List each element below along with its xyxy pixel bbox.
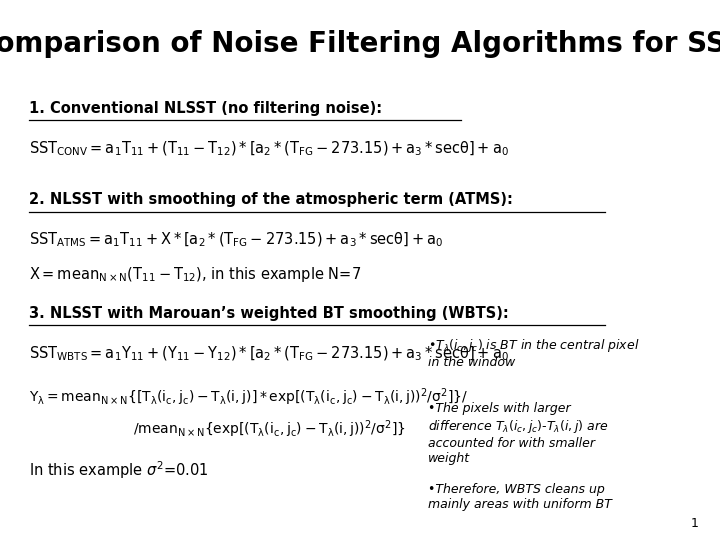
Text: $\mathrm{X=mean_{N\times N}(T_{11}-T_{12})}$, in this example N=7: $\mathrm{X=mean_{N\times N}(T_{11}-T_{12… — [29, 265, 361, 284]
Text: $\mathrm{/mean_{N\times N}\{exp[(T_\lambda(i_c,j_c)-T_\lambda(i,j))^2/\sigma^2]\: $\mathrm{/mean_{N\times N}\{exp[(T_\lamb… — [133, 418, 406, 440]
Text: •Therefore, WBTS cleans up
mainly areas with uniform BT: •Therefore, WBTS cleans up mainly areas … — [428, 483, 612, 511]
Text: •The pixels with larger
difference $T_\lambda(i_c,j_c)$-$T_\lambda(i,j)$ are
acc: •The pixels with larger difference $T_\l… — [428, 402, 609, 465]
Text: $\mathrm{SST_{WBTS}=a_1Y_{11}+(Y_{11}-Y_{12})*[a_2*(T_{FG}-273.15)+a_3*sec\theta: $\mathrm{SST_{WBTS}=a_1Y_{11}+(Y_{11}-Y_… — [29, 345, 509, 363]
Text: 1. Conventional NLSST (no filtering noise):: 1. Conventional NLSST (no filtering nois… — [29, 100, 382, 116]
Text: $\mathrm{SST_{ATMS}=a_1T_{11}+X*[a_2*(T_{FG}-273.15)+a_3*sec\theta]+a_0}$: $\mathrm{SST_{ATMS}=a_1T_{11}+X*[a_2*(T_… — [29, 231, 443, 249]
Text: 3. NLSST with Marouan’s weighted BT smoothing (WBTS):: 3. NLSST with Marouan’s weighted BT smoo… — [29, 306, 508, 321]
Text: $\mathrm{SST_{CONV}=a_1T_{11}+(T_{11}-T_{12})*[a_2*(T_{FG}-273.15)+a_3*sec\theta: $\mathrm{SST_{CONV}=a_1T_{11}+(T_{11}-T_… — [29, 139, 509, 158]
Text: In this example $\sigma^2$=0.01: In this example $\sigma^2$=0.01 — [29, 459, 209, 481]
Text: $\mathrm{Y_\lambda=mean_{N\times N}\{[T_\lambda(i_c,j_c)-T_\lambda(i,j)]*exp[(T_: $\mathrm{Y_\lambda=mean_{N\times N}\{[T_… — [29, 386, 468, 408]
Text: Comparison of Noise Filtering Algorithms for SST: Comparison of Noise Filtering Algorithms… — [0, 30, 720, 58]
Text: •$T_\lambda(i_c,j_c)$ is BT in the central pixel
in the window: •$T_\lambda(i_c,j_c)$ is BT in the centr… — [428, 338, 640, 369]
Text: 2. NLSST with smoothing of the atmospheric term (ATMS):: 2. NLSST with smoothing of the atmospher… — [29, 192, 513, 207]
Text: 1: 1 — [690, 517, 698, 530]
